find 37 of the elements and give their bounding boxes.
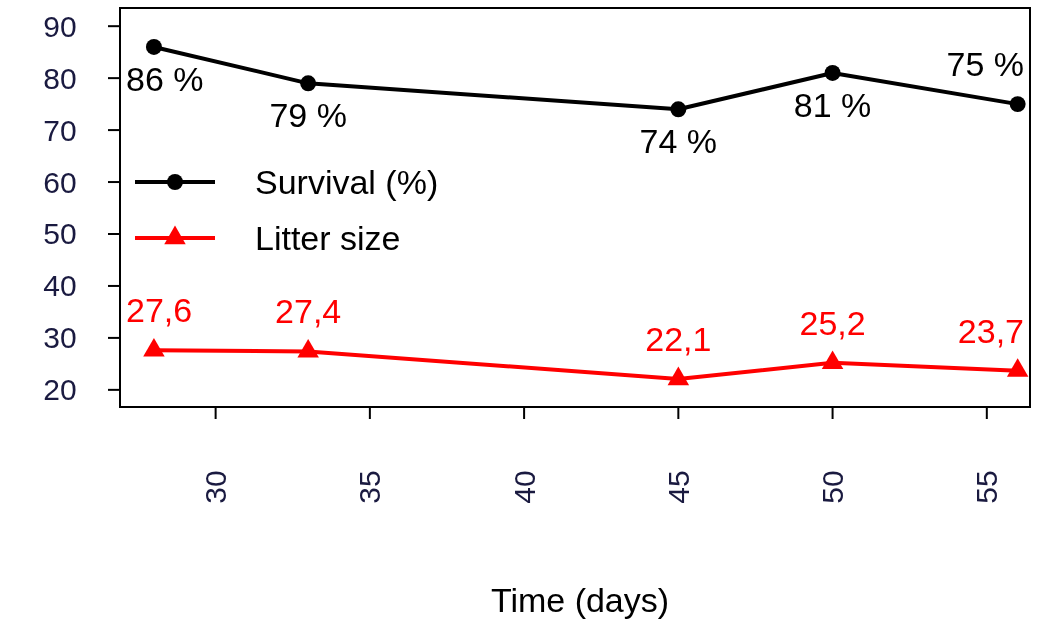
point — [143, 337, 165, 357]
x-tick-label: 55 — [970, 470, 1004, 504]
x-tick-label: 35 — [353, 470, 387, 504]
legend-label: Survival (%) — [255, 162, 439, 201]
data-label: 23,7 — [957, 311, 1024, 350]
y-tick-label: 20 — [43, 373, 77, 407]
data-label: 74 % — [639, 122, 718, 161]
point — [1006, 358, 1029, 377]
point — [821, 350, 844, 370]
point — [145, 39, 162, 55]
x-tick-label: 45 — [661, 470, 695, 504]
y-tick-label: 60 — [43, 165, 77, 199]
data-label: 22,1 — [645, 319, 712, 358]
point — [1009, 96, 1026, 113]
data-label: 27,6 — [126, 291, 193, 330]
x-tick-label: 40 — [507, 470, 541, 504]
y-tick-label: 30 — [43, 321, 77, 355]
point — [670, 101, 687, 118]
y-tick-label: 70 — [43, 113, 77, 147]
legend-label: Litter size — [255, 218, 401, 257]
data-label: 27,4 — [275, 292, 342, 331]
y-tick-label: 40 — [43, 269, 77, 303]
data-label: 25,2 — [799, 303, 866, 342]
y-tick-label: 90 — [43, 9, 77, 43]
data-label: 86 % — [126, 59, 204, 98]
data-label: 79 % — [269, 96, 347, 135]
data-label: 75 % — [946, 45, 1024, 84]
point — [824, 64, 841, 81]
x-tick-label: 30 — [199, 470, 233, 504]
y-tick-label: 50 — [43, 217, 77, 251]
y-tick-label: 80 — [43, 61, 77, 95]
point — [667, 366, 690, 386]
point — [300, 75, 317, 92]
x-tick-label: 50 — [816, 470, 850, 504]
data-label: 81 % — [793, 85, 872, 124]
x-axis-title: Time (days) — [490, 581, 670, 619]
point — [297, 339, 319, 358]
